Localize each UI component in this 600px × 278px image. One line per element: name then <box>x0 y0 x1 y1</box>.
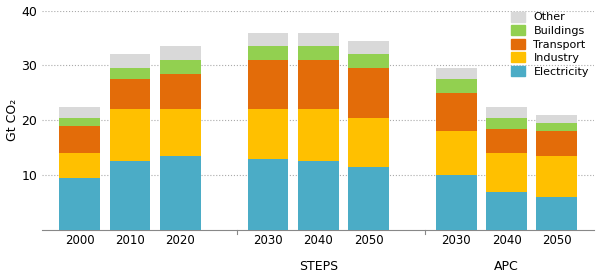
Bar <box>536 115 577 123</box>
Bar <box>248 159 289 230</box>
Bar <box>298 46 338 60</box>
Bar <box>298 60 338 109</box>
Bar <box>298 109 338 162</box>
Bar <box>536 197 577 230</box>
Bar <box>436 175 477 230</box>
Bar <box>59 178 100 230</box>
Bar <box>248 109 289 159</box>
Bar <box>160 156 200 230</box>
Bar <box>160 109 200 156</box>
Bar <box>248 33 289 46</box>
Bar <box>110 79 151 109</box>
Bar <box>298 33 338 46</box>
Bar <box>110 109 151 162</box>
Bar <box>59 106 100 118</box>
Bar <box>59 126 100 153</box>
Text: APC: APC <box>494 260 519 273</box>
Bar <box>59 118 100 126</box>
Text: STEPS: STEPS <box>299 260 338 273</box>
Bar <box>436 131 477 175</box>
Bar <box>160 60 200 74</box>
Bar <box>59 153 100 178</box>
Bar <box>536 156 577 197</box>
Bar <box>110 162 151 230</box>
Bar <box>348 118 389 167</box>
Bar <box>486 118 527 128</box>
Legend: Other, Buildings, Transport, Industry, Electricity: Other, Buildings, Transport, Industry, E… <box>511 12 589 77</box>
Bar <box>436 93 477 131</box>
Bar <box>486 128 527 153</box>
Bar <box>348 68 389 118</box>
Bar <box>436 79 477 93</box>
Bar <box>486 192 527 230</box>
Bar <box>348 41 389 54</box>
Bar <box>536 123 577 131</box>
Bar <box>486 153 527 192</box>
Bar <box>298 162 338 230</box>
Bar <box>436 68 477 79</box>
Bar <box>110 68 151 79</box>
Bar <box>536 131 577 156</box>
Bar <box>348 167 389 230</box>
Bar <box>248 46 289 60</box>
Bar <box>486 106 527 118</box>
Bar <box>110 54 151 68</box>
Y-axis label: Gt CO₂: Gt CO₂ <box>5 99 19 142</box>
Bar <box>248 60 289 109</box>
Bar <box>348 54 389 68</box>
Bar <box>160 46 200 60</box>
Bar <box>160 74 200 109</box>
